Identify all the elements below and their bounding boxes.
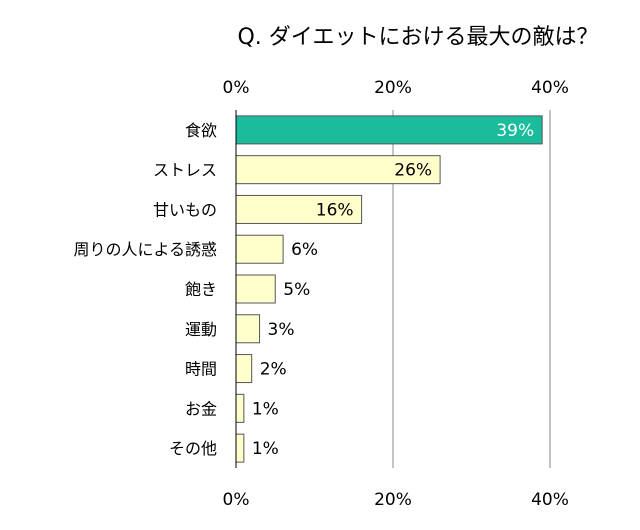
category-label: 飽き xyxy=(185,280,217,299)
value-label: 2% xyxy=(260,360,287,380)
category-label: 甘いもの xyxy=(153,200,217,219)
x-tick-labels-top: 0% 20% 40% xyxy=(223,78,569,98)
value-label: 1% xyxy=(252,399,279,419)
x-tick-label: 40% xyxy=(531,78,569,98)
x-tick-label: 20% xyxy=(374,78,412,98)
x-tick-label: 0% xyxy=(223,78,250,98)
bar xyxy=(235,393,245,423)
value-label: 16% xyxy=(316,200,354,220)
x-tick-labels-bottom: 0% 20% 40% xyxy=(223,490,569,510)
value-label: 1% xyxy=(252,439,279,459)
category-label: 食欲 xyxy=(185,121,217,140)
x-tick-label: 20% xyxy=(374,490,412,510)
value-label: 3% xyxy=(268,320,295,340)
value-labels: 39% 26% 16% 6% 5% 3% 2% 1% 1% xyxy=(252,121,534,459)
bar xyxy=(235,354,253,384)
x-tick-label: 0% xyxy=(223,490,250,510)
value-label: 39% xyxy=(496,121,534,141)
value-label: 6% xyxy=(291,240,318,260)
bar xyxy=(235,234,284,264)
x-tick-label: 40% xyxy=(531,490,569,510)
category-label: その他 xyxy=(169,439,217,458)
bar xyxy=(235,274,276,304)
category-label: 運動 xyxy=(185,320,217,339)
category-label: 周りの人による誘惑 xyxy=(73,240,217,259)
bar xyxy=(235,314,261,344)
value-label: 26% xyxy=(394,161,432,181)
bar xyxy=(235,433,245,463)
value-label: 5% xyxy=(283,280,310,300)
category-label: ストレス xyxy=(153,161,217,180)
category-label: 時間 xyxy=(185,360,217,379)
bar xyxy=(235,155,441,185)
category-label: お金 xyxy=(185,399,217,418)
chart-title: Q. ダイエットにおける最大の敵は？ xyxy=(237,25,598,50)
bars xyxy=(235,115,543,463)
